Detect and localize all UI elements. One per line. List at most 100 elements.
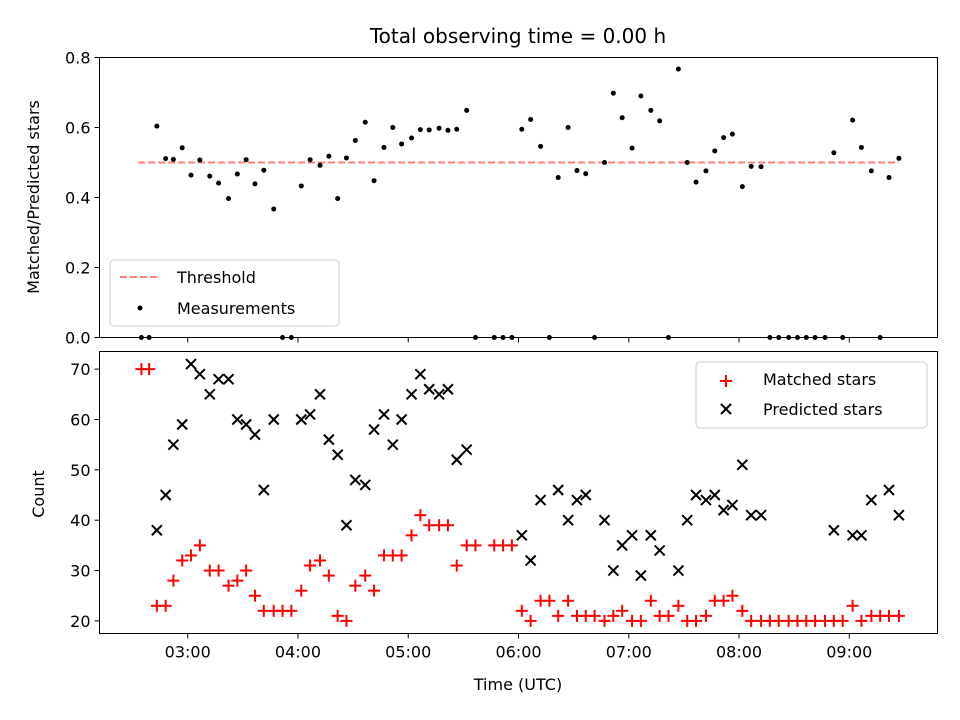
measurement-point [343,155,349,161]
predicted-point-b [378,408,390,421]
predicted-point-b [442,383,454,395]
predicted-point-b [194,368,206,380]
matched-stars-point [248,589,261,602]
matched-stars-point [359,569,372,582]
predicted-point-b [204,388,216,401]
predicted-point-b [258,484,270,496]
measurement-point [179,145,185,151]
predicted-point-b [681,514,693,526]
predicted-stars-point [359,479,371,491]
predicted-stars-point [159,489,172,501]
matched-stars-point [285,604,298,617]
predicted-stars-point [387,438,399,451]
top-y-tick-label: 0.2 [65,259,90,278]
measurement-point [390,125,396,130]
predicted-stars-point [185,358,197,370]
matched-stars-point [314,554,327,567]
matched-stars-point [322,569,335,582]
matched-stars-point [340,614,353,627]
top-y-axis-label: Matched/Predicted stars [24,100,43,294]
predicted-stars-point [653,544,666,557]
predicted-stars-point [331,449,344,461]
measurement-point [426,127,432,133]
bottom-y-tick-label: 50 [70,461,90,480]
measurement-point [519,126,525,132]
matched-stars-point [167,574,180,587]
predicted-point-b [645,529,657,542]
predicted-point-b [616,539,628,552]
predicted-stars-point [167,438,180,451]
predicted-point-b [451,454,463,466]
predicted-stars-point [240,418,252,431]
predicted-stars-point [681,514,693,526]
measurement-point [538,143,544,149]
predicted-stars-point [534,494,547,506]
matched-stars-point [405,529,418,542]
measurement-point [154,123,160,129]
measurement-point [243,157,249,163]
measurement-point [729,131,735,137]
predicted-point-b [672,564,685,577]
predicted-stars-point [598,514,611,526]
measurement-point [271,206,277,212]
matched-stars-point [699,609,712,622]
matched-stars-point [543,594,556,607]
measurement-point [896,155,902,161]
predicted-point-b [460,443,473,456]
predicted-stars-point [571,494,583,506]
matched-stars-point [726,589,739,602]
predicted-point-b [304,408,316,421]
measurement-point [197,157,203,163]
measurement-point [703,168,709,174]
matched-stars-point [441,519,454,532]
predicted-stars-point [268,413,280,426]
predicted-stars-point [635,569,647,582]
predicted-stars-point [893,509,905,521]
predicted-stars-point [552,484,564,496]
predicted-point-b [828,524,840,536]
measurement-point [574,168,580,174]
matched-stars-point [395,549,408,562]
predicted-point-b [580,489,592,501]
predicted-stars-point [460,443,473,456]
predicted-stars-point [562,514,574,526]
predicted-stars-point [607,564,620,577]
matched-stars-point [304,559,317,572]
matched-stars-point [505,539,518,552]
predicted-stars-point [690,489,702,501]
predicted-stars-point [745,509,757,521]
measurement-point [436,125,442,131]
x-tick-label: 05:00 [385,643,431,662]
measurement-point [868,168,874,174]
matched-stars-point [159,599,172,612]
x-tick-label: 08:00 [716,643,762,662]
predicted-point-b [562,514,574,526]
predicted-point-b [726,499,739,511]
predicted-point-b [709,489,721,501]
predicted-stars-point [433,388,445,401]
matched-stars-point [662,609,675,622]
matched-stars-point [515,604,528,617]
predicted-point-b [405,388,418,401]
predicted-stars-point [855,529,868,542]
measurement-point [298,183,304,189]
predicted-point-b [653,544,666,557]
bottom-legend-box [695,361,928,429]
matched-stars-point [212,564,225,577]
predicted-point-b [571,494,583,506]
measurement-point [610,90,616,96]
predicted-point-b [598,514,611,526]
x-tick-label: 07:00 [606,643,652,662]
bottom-panel-data [135,358,905,627]
predicted-point-b [268,413,280,426]
legend-measurements-label: Measurements [177,299,295,318]
matched-stars-point [644,594,657,607]
measurement-point [335,196,341,202]
matched-stars-point [414,509,427,522]
predicted-point-b [516,529,528,542]
measurement-point [858,144,864,150]
predicted-point-b [755,509,767,521]
matched-stars-point [231,574,244,587]
predicted-stars-point [231,413,244,426]
measurement-point [352,137,358,143]
